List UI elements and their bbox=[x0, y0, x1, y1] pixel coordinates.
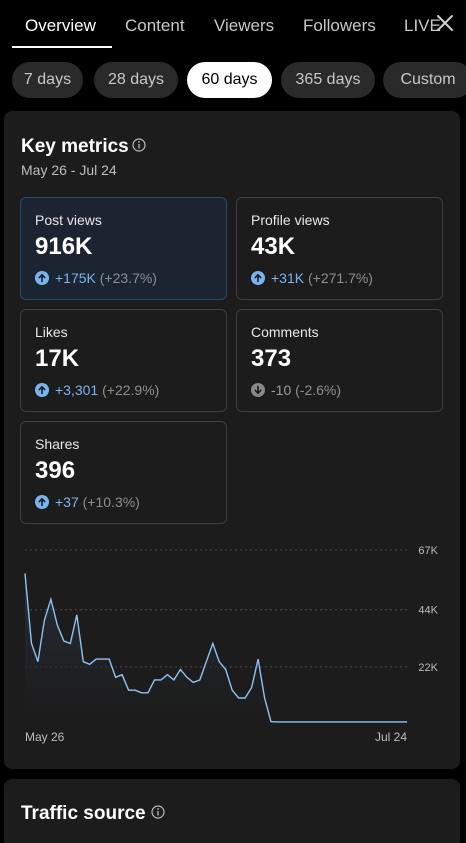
tab-content[interactable]: Content bbox=[125, 16, 185, 35]
traffic-source-card: Traffic source bbox=[4, 779, 460, 843]
metric-change-percent: (-2.6%) bbox=[295, 382, 342, 398]
traffic-source-title: Traffic source bbox=[21, 803, 146, 824]
metric-comments[interactable]: Comments 373 -10 (-2.6%) bbox=[236, 309, 443, 412]
close-button[interactable] bbox=[432, 10, 458, 36]
metric-change-percent: (+271.7%) bbox=[307, 270, 373, 286]
filter-custom[interactable]: Custom bbox=[383, 62, 466, 98]
metric-post-views[interactable]: Post views 916K +175K (+23.7%) bbox=[20, 197, 227, 300]
filter-60-days[interactable]: 60 days bbox=[187, 62, 272, 98]
filter-365-days[interactable]: 365 days bbox=[281, 62, 375, 98]
metric-change-value: +37 bbox=[55, 494, 79, 510]
y-tick-label: 67K bbox=[418, 545, 438, 557]
y-tick-label: 44K bbox=[418, 605, 438, 617]
metric-value: 17K bbox=[35, 345, 80, 372]
arrow-up-circle-icon bbox=[35, 495, 49, 509]
tab-followers[interactable]: Followers bbox=[303, 16, 376, 35]
filter-7-days[interactable]: 7 days bbox=[12, 62, 83, 98]
metric-change-percent: (+10.3%) bbox=[82, 494, 140, 510]
date-range-label: May 26 - Jul 24 bbox=[21, 162, 117, 178]
metric-change-value: -10 bbox=[271, 382, 292, 398]
metric-value: 916K bbox=[35, 233, 93, 260]
tab-overview[interactable]: Overview bbox=[25, 16, 96, 35]
metric-label: Likes bbox=[35, 324, 68, 340]
filter-28-days[interactable]: 28 days bbox=[94, 62, 178, 98]
tab-live[interactable]: LIVE bbox=[404, 16, 441, 35]
metric-likes[interactable]: Likes 17K +3,301 (+22.9%) bbox=[20, 309, 227, 412]
x-tick-label: May 26 bbox=[25, 730, 65, 744]
tab-bar: Overview Content Viewers Followers LIVE bbox=[0, 0, 466, 52]
tab-viewers[interactable]: Viewers bbox=[214, 16, 275, 35]
metric-change-percent: (+23.7%) bbox=[99, 270, 157, 286]
metric-label: Comments bbox=[251, 324, 319, 340]
info-icon[interactable] bbox=[132, 138, 146, 152]
close-icon bbox=[437, 15, 453, 31]
metric-label: Profile views bbox=[251, 212, 330, 228]
y-tick-label: 22K bbox=[418, 662, 438, 674]
metric-value: 43K bbox=[251, 233, 296, 260]
metric-shares[interactable]: Shares 396 +37 (+10.3%) bbox=[20, 421, 227, 524]
metric-label: Post views bbox=[35, 212, 102, 228]
metric-value: 396 bbox=[35, 457, 76, 484]
key-metrics-title: Key metrics bbox=[21, 136, 129, 157]
arrow-up-circle-icon bbox=[35, 271, 49, 285]
info-icon[interactable] bbox=[151, 805, 165, 819]
metric-change-value: +3,301 bbox=[55, 382, 99, 398]
post-views-trend-chart[interactable]: 22K 44K 67K May 26 Jul 24 bbox=[20, 540, 440, 750]
x-tick-label: Jul 24 bbox=[375, 730, 407, 744]
active-tab-indicator bbox=[12, 46, 112, 48]
arrow-up-circle-icon bbox=[35, 383, 49, 397]
metric-change-percent: (+22.9%) bbox=[102, 382, 160, 398]
metric-profile-views[interactable]: Profile views 43K +31K (+271.7%) bbox=[236, 197, 443, 300]
arrow-down-circle-icon bbox=[251, 383, 265, 397]
metric-value: 373 bbox=[251, 345, 292, 372]
date-filter-bar: 7 days 28 days 60 days 365 days Custom bbox=[0, 62, 466, 100]
arrow-up-circle-icon bbox=[251, 271, 265, 285]
metric-change-value: +175K bbox=[55, 270, 96, 286]
series-line bbox=[24, 573, 407, 723]
metric-label: Shares bbox=[35, 436, 80, 452]
series-area bbox=[25, 573, 407, 724]
metric-change-value: +31K bbox=[271, 270, 305, 286]
